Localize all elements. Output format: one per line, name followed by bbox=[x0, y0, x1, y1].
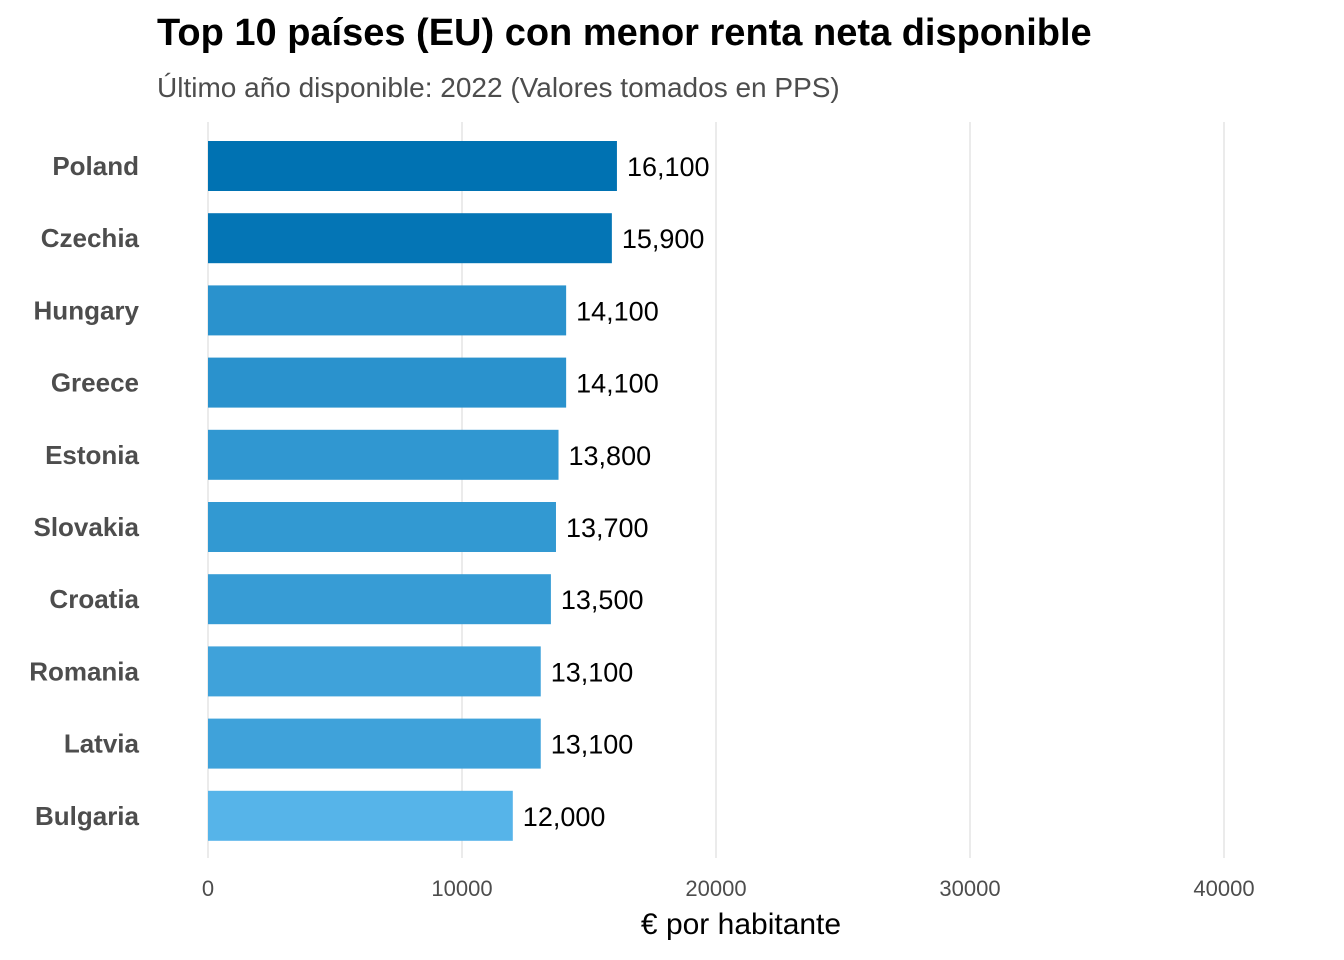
bar-value-label: 13,100 bbox=[551, 657, 634, 687]
bar bbox=[208, 285, 567, 336]
category-label: Romania bbox=[29, 656, 139, 686]
bar-value-label: 15,900 bbox=[622, 224, 705, 254]
category-label: Czechia bbox=[41, 223, 140, 253]
category-label: Poland bbox=[52, 151, 139, 181]
category-label: Slovakia bbox=[33, 512, 139, 542]
chart-title: Top 10 países (EU) con menor renta neta … bbox=[157, 12, 1092, 54]
bar bbox=[208, 718, 541, 769]
x-tick-label: 30000 bbox=[939, 876, 1000, 901]
bar-value-label: 14,100 bbox=[576, 369, 659, 399]
bar bbox=[208, 357, 567, 408]
x-tick-label: 40000 bbox=[1193, 876, 1254, 901]
category-label: Estonia bbox=[45, 440, 139, 470]
bar bbox=[208, 502, 556, 552]
chart-subtitle: Último año disponible: 2022 (Valores tom… bbox=[157, 72, 840, 103]
x-axis-ticks: 0 10000 20000 30000 40000 bbox=[202, 876, 1255, 901]
bar-value-label: 13,800 bbox=[569, 441, 652, 471]
bar bbox=[208, 574, 551, 625]
bar bbox=[208, 429, 559, 480]
bar bbox=[208, 213, 612, 264]
bar-value-label: 13,100 bbox=[551, 730, 634, 760]
bars bbox=[208, 141, 617, 841]
x-tick-label: 20000 bbox=[685, 876, 746, 901]
category-label: Latvia bbox=[64, 729, 140, 759]
bar-value-label: 16,100 bbox=[627, 152, 710, 182]
category-label: Hungary bbox=[34, 295, 140, 325]
bar-value-label: 12,000 bbox=[523, 802, 606, 832]
x-tick-label: 10000 bbox=[431, 876, 492, 901]
bar bbox=[208, 141, 617, 191]
bar bbox=[208, 646, 541, 697]
category-label: Bulgaria bbox=[35, 801, 140, 831]
value-labels: 16,100 15,900 14,100 14,100 13,800 13,700 13,5… bbox=[523, 152, 710, 832]
bar-value-label: 14,100 bbox=[576, 296, 659, 326]
category-label: Croatia bbox=[49, 584, 139, 614]
category-label: Greece bbox=[51, 368, 139, 398]
bar bbox=[208, 790, 513, 841]
x-axis-title: € por habitante bbox=[641, 908, 841, 941]
x-tick-label: 0 bbox=[202, 876, 214, 901]
bar-value-label: 13,700 bbox=[566, 513, 649, 543]
bar-value-label: 13,500 bbox=[561, 585, 644, 615]
category-labels: Poland Czechia Hungary Greece Estonia Slovaki… bbox=[29, 151, 139, 831]
